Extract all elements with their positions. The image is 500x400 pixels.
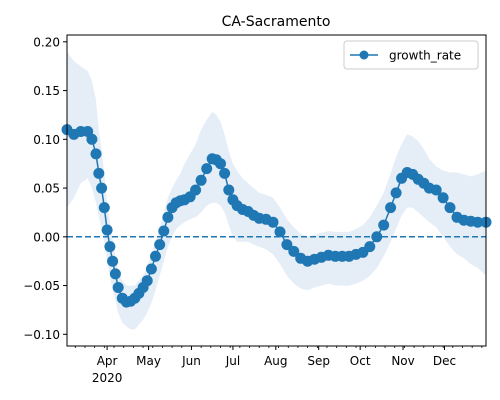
x-tick-label: Sep (307, 354, 330, 368)
plot-frame (66, 34, 487, 347)
x-tick-year-label: 2020 (92, 371, 123, 385)
growth-rate-point (281, 239, 293, 251)
y-tick-label: 0.10 (33, 133, 60, 147)
axis-layer: 0.20 0.15 0.10 0.05 0.00 −0.05 −0.10 Apr 2020 May… (23, 35, 483, 385)
growth-rate-point (444, 202, 456, 214)
growth-rate-point (364, 241, 376, 253)
legend-box (343, 40, 479, 70)
growth-rate-point (219, 167, 231, 179)
x-tick-label: Aug (264, 354, 287, 368)
x-tick-label: Nov (391, 354, 414, 368)
growth-rate-point (145, 263, 157, 275)
growth-rate-point (107, 255, 119, 267)
y-tick-label: −0.10 (23, 328, 60, 342)
x-tick-label: Dec (433, 354, 456, 368)
confidence-band (67, 51, 486, 330)
growth-rate-point (101, 224, 113, 236)
growth-rate-point (190, 184, 202, 196)
growth-rate-point (371, 231, 383, 243)
legend-label: growth_rate (389, 49, 461, 63)
growth-rate-point (104, 241, 116, 253)
growth-rate-point (141, 275, 153, 287)
growth-rate-point (385, 202, 397, 214)
legend-marker-swatch (359, 50, 369, 60)
growth-rate-point (93, 167, 105, 179)
growth-rate-point (195, 174, 207, 186)
x-tick-label: May (136, 354, 161, 368)
growth-rate-point (201, 163, 213, 175)
growth-rate-point (274, 226, 286, 238)
growth-rate-point (162, 211, 174, 223)
growth-rate-point (154, 239, 166, 251)
growth-rate-point (437, 192, 449, 204)
series-point-layer (61, 124, 492, 308)
growth-rate-point (267, 216, 279, 228)
y-tick-label: 0.00 (33, 230, 60, 244)
y-tick-label: 0.05 (33, 182, 60, 196)
confidence-band-layer (67, 51, 486, 330)
legend: growth_rate (343, 40, 479, 70)
growth-rate-point (472, 216, 484, 228)
growth-rate-point (90, 148, 102, 160)
growth-rate-point (215, 158, 226, 170)
y-tick-label: −0.05 (23, 279, 60, 293)
growth-rate-point (98, 202, 110, 214)
x-tick-label: Jul (225, 354, 240, 368)
growth-rate-point (430, 184, 442, 196)
growth-rate-point (112, 282, 124, 293)
growth-rate-point (86, 133, 98, 145)
chart-title: CA-Sacramento (222, 14, 331, 30)
y-tick-label: 0.20 (33, 35, 60, 49)
x-tick-label: Apr (97, 354, 118, 368)
growth-rate-point (150, 250, 161, 262)
growth-rate-point (390, 187, 402, 199)
y-tick-label: 0.15 (33, 84, 60, 98)
growth-rate-point (288, 245, 300, 257)
growth-rate-point (158, 225, 170, 237)
x-tick-label: Jun (181, 354, 201, 368)
growth-rate-point (378, 219, 390, 231)
growth-rate-point (223, 184, 235, 196)
growth-rate-point (109, 268, 121, 280)
x-tick-label: Oct (350, 354, 371, 368)
growth-rate-point (96, 182, 108, 194)
